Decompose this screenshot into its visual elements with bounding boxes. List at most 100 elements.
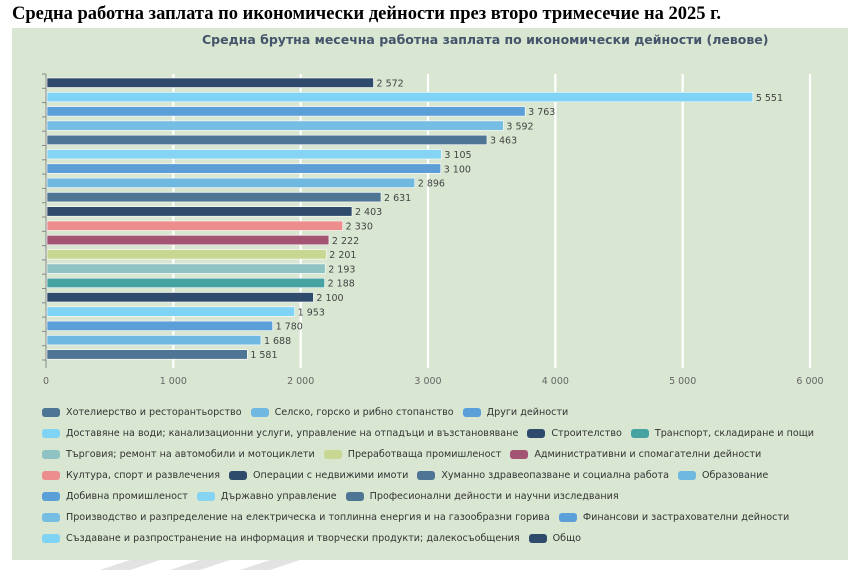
decorative-stripes bbox=[100, 560, 300, 570]
bar bbox=[46, 177, 416, 188]
legend-item[interactable]: Професионални дейности и научни изследва… bbox=[345, 491, 619, 502]
legend-swatch bbox=[42, 429, 60, 438]
legend-label: Търговия; ремонт на автомобили и мотоцик… bbox=[66, 449, 315, 460]
chart-legend: Хотелиерство и ресторантьорство Селско, г… bbox=[42, 402, 842, 549]
legend-swatch bbox=[196, 492, 215, 501]
legend-label: Селско, горско и рибно стопанство bbox=[274, 407, 454, 418]
legend-swatch bbox=[42, 471, 60, 480]
legend-row: Хотелиерство и ресторантьорство Селско, г… bbox=[42, 402, 842, 423]
legend-label: Строителство bbox=[551, 428, 622, 439]
x-tick-label: 0 bbox=[43, 376, 49, 387]
bar-value-label: 3 463 bbox=[490, 136, 517, 147]
x-tick-label: 2 000 bbox=[287, 376, 314, 387]
legend-swatch bbox=[528, 534, 547, 543]
legend-label: Държавно управление bbox=[220, 491, 337, 502]
legend-item[interactable]: Хотелиерство и ресторантьорство bbox=[42, 407, 242, 418]
bar-value-label: 2 193 bbox=[328, 264, 355, 275]
legend-item[interactable]: Общо bbox=[528, 533, 581, 544]
bar-value-label: 3 105 bbox=[444, 150, 471, 161]
bar-value-label: 2 100 bbox=[316, 293, 343, 304]
legend-label: Професионални дейности и научни изследва… bbox=[369, 491, 619, 502]
bar bbox=[46, 320, 273, 331]
legend-label: Създаване и разпространение на информаци… bbox=[66, 533, 520, 544]
legend-item[interactable]: Доставяне на води; канализационни услуги… bbox=[42, 428, 518, 439]
bar bbox=[46, 163, 442, 174]
bar-value-label: 2 222 bbox=[332, 236, 359, 247]
legend-swatch bbox=[558, 513, 577, 522]
bar bbox=[46, 92, 754, 103]
legend-item[interactable]: Образование bbox=[677, 470, 769, 481]
legend-item[interactable]: Административни и спомагателни дейности bbox=[510, 449, 761, 460]
bar-value-label: 5 551 bbox=[756, 93, 783, 104]
legend-swatch bbox=[42, 492, 60, 501]
bar-value-label: 2 330 bbox=[346, 222, 373, 233]
legend-label: Хуманно здравеопазване и социална работа bbox=[441, 470, 669, 481]
legend-swatch bbox=[323, 450, 342, 459]
bar-value-label: 1 688 bbox=[264, 336, 291, 347]
bar-value-label: 3 763 bbox=[528, 107, 555, 118]
bar-value-label: 1 780 bbox=[276, 322, 303, 333]
legend-row: Доставяне на води; канализационни услуги… bbox=[42, 423, 842, 444]
bar bbox=[46, 349, 248, 360]
legend-swatch bbox=[42, 534, 60, 543]
legend-row: Култура, спорт и развлечения Операции с н… bbox=[42, 465, 842, 486]
legend-item[interactable]: Операции с недвижими имоти bbox=[229, 470, 408, 481]
bar bbox=[46, 292, 314, 303]
chart-title: Средна брутна месечна работна заплата по… bbox=[202, 32, 769, 47]
x-tick-label: 1 000 bbox=[160, 376, 187, 387]
bar bbox=[46, 220, 343, 231]
legend-swatch bbox=[462, 408, 481, 417]
bar bbox=[46, 134, 488, 145]
legend-item[interactable]: Финансови и застрахователни дейности bbox=[558, 512, 790, 523]
legend-item[interactable]: Други дейности bbox=[462, 407, 569, 418]
bar-value-label: 3 592 bbox=[506, 121, 533, 132]
bar bbox=[46, 106, 526, 117]
legend-item[interactable]: Добивна промишленост bbox=[42, 491, 188, 502]
bar-value-label: 2 572 bbox=[377, 79, 404, 90]
legend-item[interactable]: Транспорт, складиране и пощи bbox=[630, 428, 814, 439]
bar bbox=[46, 77, 374, 88]
legend-item[interactable]: Селско, горско и рибно стопанство bbox=[250, 407, 454, 418]
legend-label: Финансови и застрахователни дейности bbox=[582, 512, 790, 523]
legend-label: Доставяне на води; канализационни услуги… bbox=[66, 428, 519, 439]
legend-swatch bbox=[510, 450, 529, 459]
legend-swatch bbox=[345, 492, 364, 501]
bar bbox=[46, 235, 330, 246]
legend-item[interactable]: Преработваща промишленост bbox=[323, 449, 502, 460]
bar-value-label: 1 953 bbox=[298, 307, 325, 318]
legend-label: Други дейности bbox=[486, 407, 569, 418]
legend-item[interactable]: Търговия; ремонт на автомобили и мотоцик… bbox=[42, 449, 315, 460]
legend-swatch bbox=[42, 513, 60, 522]
bar-value-label: 2 403 bbox=[355, 207, 382, 218]
chart-panel: 2 572 5 551 3 763 3 592 3 463 3 105 3 100 2 896… bbox=[12, 28, 848, 560]
x-tick-label: 5 000 bbox=[669, 376, 696, 387]
bar-value-label: 2 631 bbox=[384, 193, 411, 204]
legend-label: Култура, спорт и развлечения bbox=[66, 470, 220, 481]
legend-swatch bbox=[229, 471, 247, 480]
legend-item[interactable]: Хуманно здравеопазване и социална работа bbox=[417, 470, 669, 481]
bar bbox=[46, 206, 353, 217]
x-tick-label: 6 000 bbox=[796, 376, 823, 387]
bar-value-label: 2 896 bbox=[418, 179, 445, 190]
legend-item[interactable]: Култура, спорт и развлечения bbox=[42, 470, 220, 481]
bar bbox=[46, 249, 327, 260]
bar bbox=[46, 306, 295, 317]
legend-swatch bbox=[250, 408, 269, 417]
bar-value-label: 2 201 bbox=[329, 250, 356, 261]
legend-row: Търговия; ремонт на автомобили и мотоцик… bbox=[42, 444, 842, 465]
bar-value-label: 2 188 bbox=[328, 279, 355, 290]
legend-label: Преработваща промишленост bbox=[347, 449, 502, 460]
legend-item[interactable]: Производство и разпределение на електрич… bbox=[42, 512, 550, 523]
legend-item[interactable]: Държавно управление bbox=[196, 491, 337, 502]
legend-item[interactable]: Създаване и разпространение на информаци… bbox=[42, 533, 520, 544]
bar bbox=[46, 120, 504, 131]
legend-label: Образование bbox=[701, 470, 769, 481]
legend-item[interactable]: Строителство bbox=[527, 428, 622, 439]
legend-swatch bbox=[527, 429, 546, 438]
bar-chart: 2 572 5 551 3 763 3 592 3 463 3 105 3 100 2 896… bbox=[42, 73, 824, 387]
legend-label: Административни и спомагателни дейности bbox=[534, 449, 762, 460]
x-tick-label: 4 000 bbox=[542, 376, 569, 387]
legend-label: Добивна промишленост bbox=[66, 491, 188, 502]
bar bbox=[46, 149, 442, 160]
bar bbox=[46, 335, 262, 346]
